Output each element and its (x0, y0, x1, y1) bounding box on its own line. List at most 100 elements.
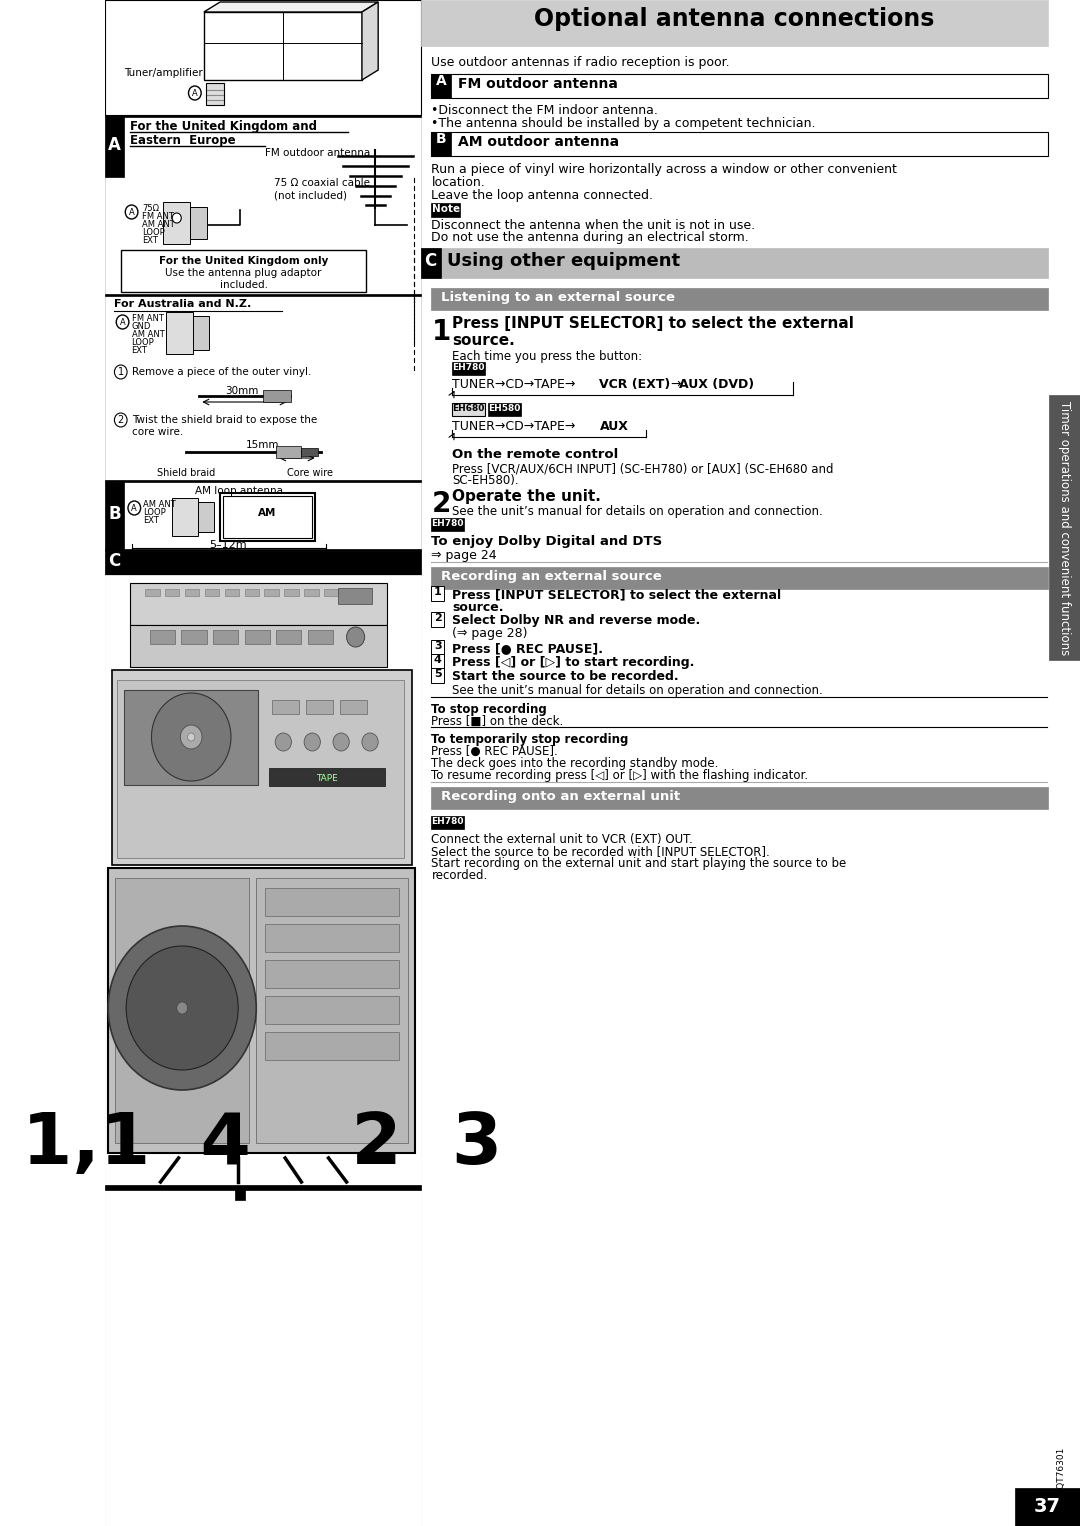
Bar (269, 768, 384, 786)
Text: FM ANT: FM ANT (143, 212, 174, 221)
Text: included.: included. (219, 279, 268, 290)
Bar (432, 668, 444, 684)
Text: Twist the shield braid to expose the: Twist the shield braid to expose the (132, 415, 316, 426)
Text: Disconnect the antenna when the unit is not in use.: Disconnect the antenna when the unit is … (432, 220, 756, 232)
Text: 2: 2 (432, 490, 450, 517)
Circle shape (108, 926, 256, 1090)
Circle shape (129, 501, 140, 514)
Bar (1015, 1488, 1080, 1526)
Text: EXT: EXT (143, 237, 159, 246)
Text: FM outdoor antenna: FM outdoor antenna (458, 76, 618, 92)
Circle shape (189, 85, 201, 101)
Text: On the remote control: On the remote control (453, 449, 619, 461)
Bar (198, 502, 214, 533)
Polygon shape (204, 2, 378, 12)
Bar (185, 589, 200, 597)
Bar (432, 73, 1049, 98)
Bar (165, 589, 179, 597)
Text: 1: 1 (434, 588, 442, 597)
Bar (420, 0, 1049, 46)
Bar (432, 133, 1049, 156)
Text: Use the antenna plug adaptor: Use the antenna plug adaptor (165, 269, 322, 278)
Text: B: B (436, 133, 447, 146)
Text: The deck goes into the recording standby mode.: The deck goes into the recording standby… (432, 757, 719, 771)
Polygon shape (362, 2, 378, 79)
Text: VCR (EXT): VCR (EXT) (599, 378, 671, 391)
Text: Listening to an external source: Listening to an external source (441, 291, 675, 304)
Text: 75 Ω coaxial cable: 75 Ω coaxial cable (274, 179, 370, 188)
Circle shape (180, 725, 202, 749)
Text: Press [VCR/AUX/6CH INPUT] (SC-EH780) or [AUX] (SC-EH680 and: Press [VCR/AUX/6CH INPUT] (SC-EH780) or … (453, 462, 834, 475)
Text: See the unit’s manual for details on operation and connection.: See the unit’s manual for details on ope… (453, 505, 823, 517)
Text: Tuner/amplifier: Tuner/amplifier (124, 69, 203, 78)
Text: Press [INPUT SELECTOR] to select the external: Press [INPUT SELECTOR] to select the ext… (453, 588, 781, 601)
Bar (262, 391, 292, 401)
Text: Each time you press the button:: Each time you press the button: (453, 349, 643, 363)
Bar (205, 82, 224, 105)
Text: Press [■] on the deck.: Press [■] on the deck. (432, 716, 564, 728)
Text: Do not use the antenna during an electrical storm.: Do not use the antenna during an electri… (432, 230, 750, 244)
Text: •Disconnect the FM indoor antenna.: •Disconnect the FM indoor antenna. (432, 104, 659, 118)
Text: Start the source to be recorded.: Start the source to be recorded. (453, 670, 679, 684)
Text: Press [◁] or [▷] to start recording.: Press [◁] or [▷] to start recording. (453, 656, 694, 668)
Text: GND: GND (132, 322, 151, 331)
Bar (432, 586, 444, 601)
Text: AM: AM (258, 508, 276, 517)
Bar (213, 630, 239, 644)
Text: 5–12m: 5–12m (210, 540, 247, 549)
Circle shape (114, 414, 127, 427)
Bar (121, 250, 366, 291)
Text: →: → (670, 378, 680, 391)
Text: AUX: AUX (599, 420, 629, 433)
Circle shape (126, 946, 239, 1070)
Text: 5: 5 (434, 668, 442, 679)
Bar (105, 481, 420, 482)
Bar (172, 497, 198, 536)
Text: Timer operations and convenient functions: Timer operations and convenient function… (1058, 401, 1071, 655)
Text: LOOP: LOOP (132, 337, 154, 346)
Text: A: A (120, 317, 125, 327)
Circle shape (172, 214, 181, 223)
Bar (284, 589, 299, 597)
Text: AM outdoor antenna: AM outdoor antenna (114, 559, 221, 568)
Text: FM ANT: FM ANT (132, 314, 163, 324)
Text: 2: 2 (118, 415, 124, 426)
Bar (105, 114, 420, 118)
Circle shape (177, 1003, 188, 1013)
Text: A: A (108, 136, 121, 154)
Bar (105, 482, 124, 549)
Bar (244, 630, 270, 644)
Text: AM ANT: AM ANT (144, 501, 176, 510)
Text: A: A (192, 89, 198, 98)
Text: Press [● REC PAUSE].: Press [● REC PAUSE]. (432, 745, 558, 758)
Text: To stop recording: To stop recording (432, 703, 548, 716)
Bar (453, 362, 485, 375)
Text: Note: Note (432, 204, 460, 214)
Text: Start recording on the external unit and start playing the source to be: Start recording on the external unit and… (432, 858, 847, 870)
Text: Remove a piece of the outer vinyl.: Remove a piece of the outer vinyl. (132, 366, 311, 377)
Text: C: C (108, 552, 121, 571)
Text: TUNER→CD→TAPE→: TUNER→CD→TAPE→ (453, 420, 576, 433)
Bar (205, 589, 219, 597)
Bar (220, 493, 315, 542)
Text: core wire.: core wire. (132, 427, 183, 436)
Text: 2: 2 (434, 613, 442, 623)
Text: Connect the external unit to VCR (EXT) OUT.: Connect the external unit to VCR (EXT) O… (432, 833, 693, 845)
Bar (108, 868, 415, 1154)
Bar (105, 118, 124, 177)
Bar (301, 449, 318, 456)
Bar (432, 73, 451, 98)
Bar (432, 816, 464, 829)
Text: source.: source. (453, 601, 503, 613)
Text: 37: 37 (1034, 1497, 1061, 1517)
Bar (265, 589, 279, 597)
Bar (276, 446, 301, 458)
Bar (235, 1190, 244, 1199)
Text: Operate the unit.: Operate the unit. (453, 488, 602, 504)
Text: Eastern  Europe: Eastern Europe (130, 134, 235, 146)
Bar (117, 681, 404, 858)
Circle shape (275, 732, 292, 751)
Bar (266, 925, 399, 952)
Bar (105, 549, 420, 551)
Text: (⇒ page 28): (⇒ page 28) (453, 627, 528, 639)
